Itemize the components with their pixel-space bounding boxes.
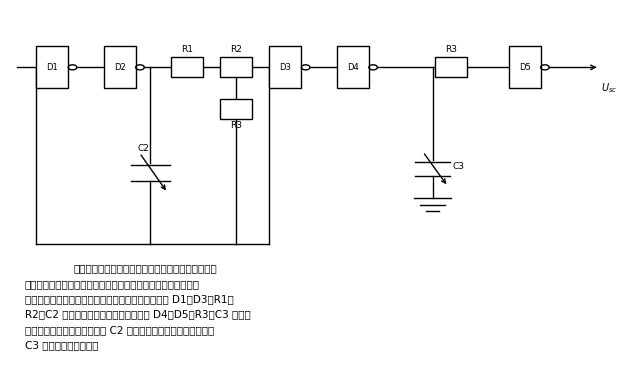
Text: R2、C2 组成奇数门环形振荡器，与非门 D4、D5、R3、C3 组成积: R2、C2 组成奇数门环形振荡器，与非门 D4、D5、R3、C3 组成积 [24,309,250,319]
Bar [36,46,68,88]
Text: 路环形振荡式脉冲发生器电路，电路是用与非门构成的。此电路: 路环形振荡式脉冲发生器电路，电路是用与非门构成的。此电路 [24,279,200,289]
Text: C3 可以改变脉冲间隔。: C3 可以改变脉冲间隔。 [24,340,98,350]
Text: 的各点没有稳定状态，因而不会停振。电路中与非门 D1、D3、R1、: 的各点没有稳定状态，因而不会停振。电路中与非门 D1、D3、R1、 [24,294,233,304]
Text: D5: D5 [519,63,530,72]
Bar [435,58,467,77]
Text: R3: R3 [230,121,242,130]
Text: C2: C2 [137,144,149,153]
Text: D1: D1 [46,63,58,72]
Text: C3: C3 [452,162,464,171]
Text: R3: R3 [445,45,457,54]
Bar [337,46,369,88]
Text: 所示为环形振荡式脉冲发生器电路图。此图为集成电: 所示为环形振荡式脉冲发生器电路图。此图为集成电 [74,264,217,274]
Bar [220,58,252,77]
Text: $U_{sc}$: $U_{sc}$ [602,81,618,95]
Text: R2: R2 [230,45,242,54]
Text: R1: R1 [182,45,193,54]
Bar [172,58,203,77]
Text: D4: D4 [347,63,359,72]
Text: 分式单稳态触发器电路。调节 C2 可以改变输出的脉冲宽度，调节: 分式单稳态触发器电路。调节 C2 可以改变输出的脉冲宽度，调节 [24,325,214,335]
Bar [269,46,301,88]
Bar [104,46,136,88]
Text: D2: D2 [114,63,126,72]
Bar [509,46,541,88]
Text: D3: D3 [279,63,291,72]
Bar [220,99,252,119]
